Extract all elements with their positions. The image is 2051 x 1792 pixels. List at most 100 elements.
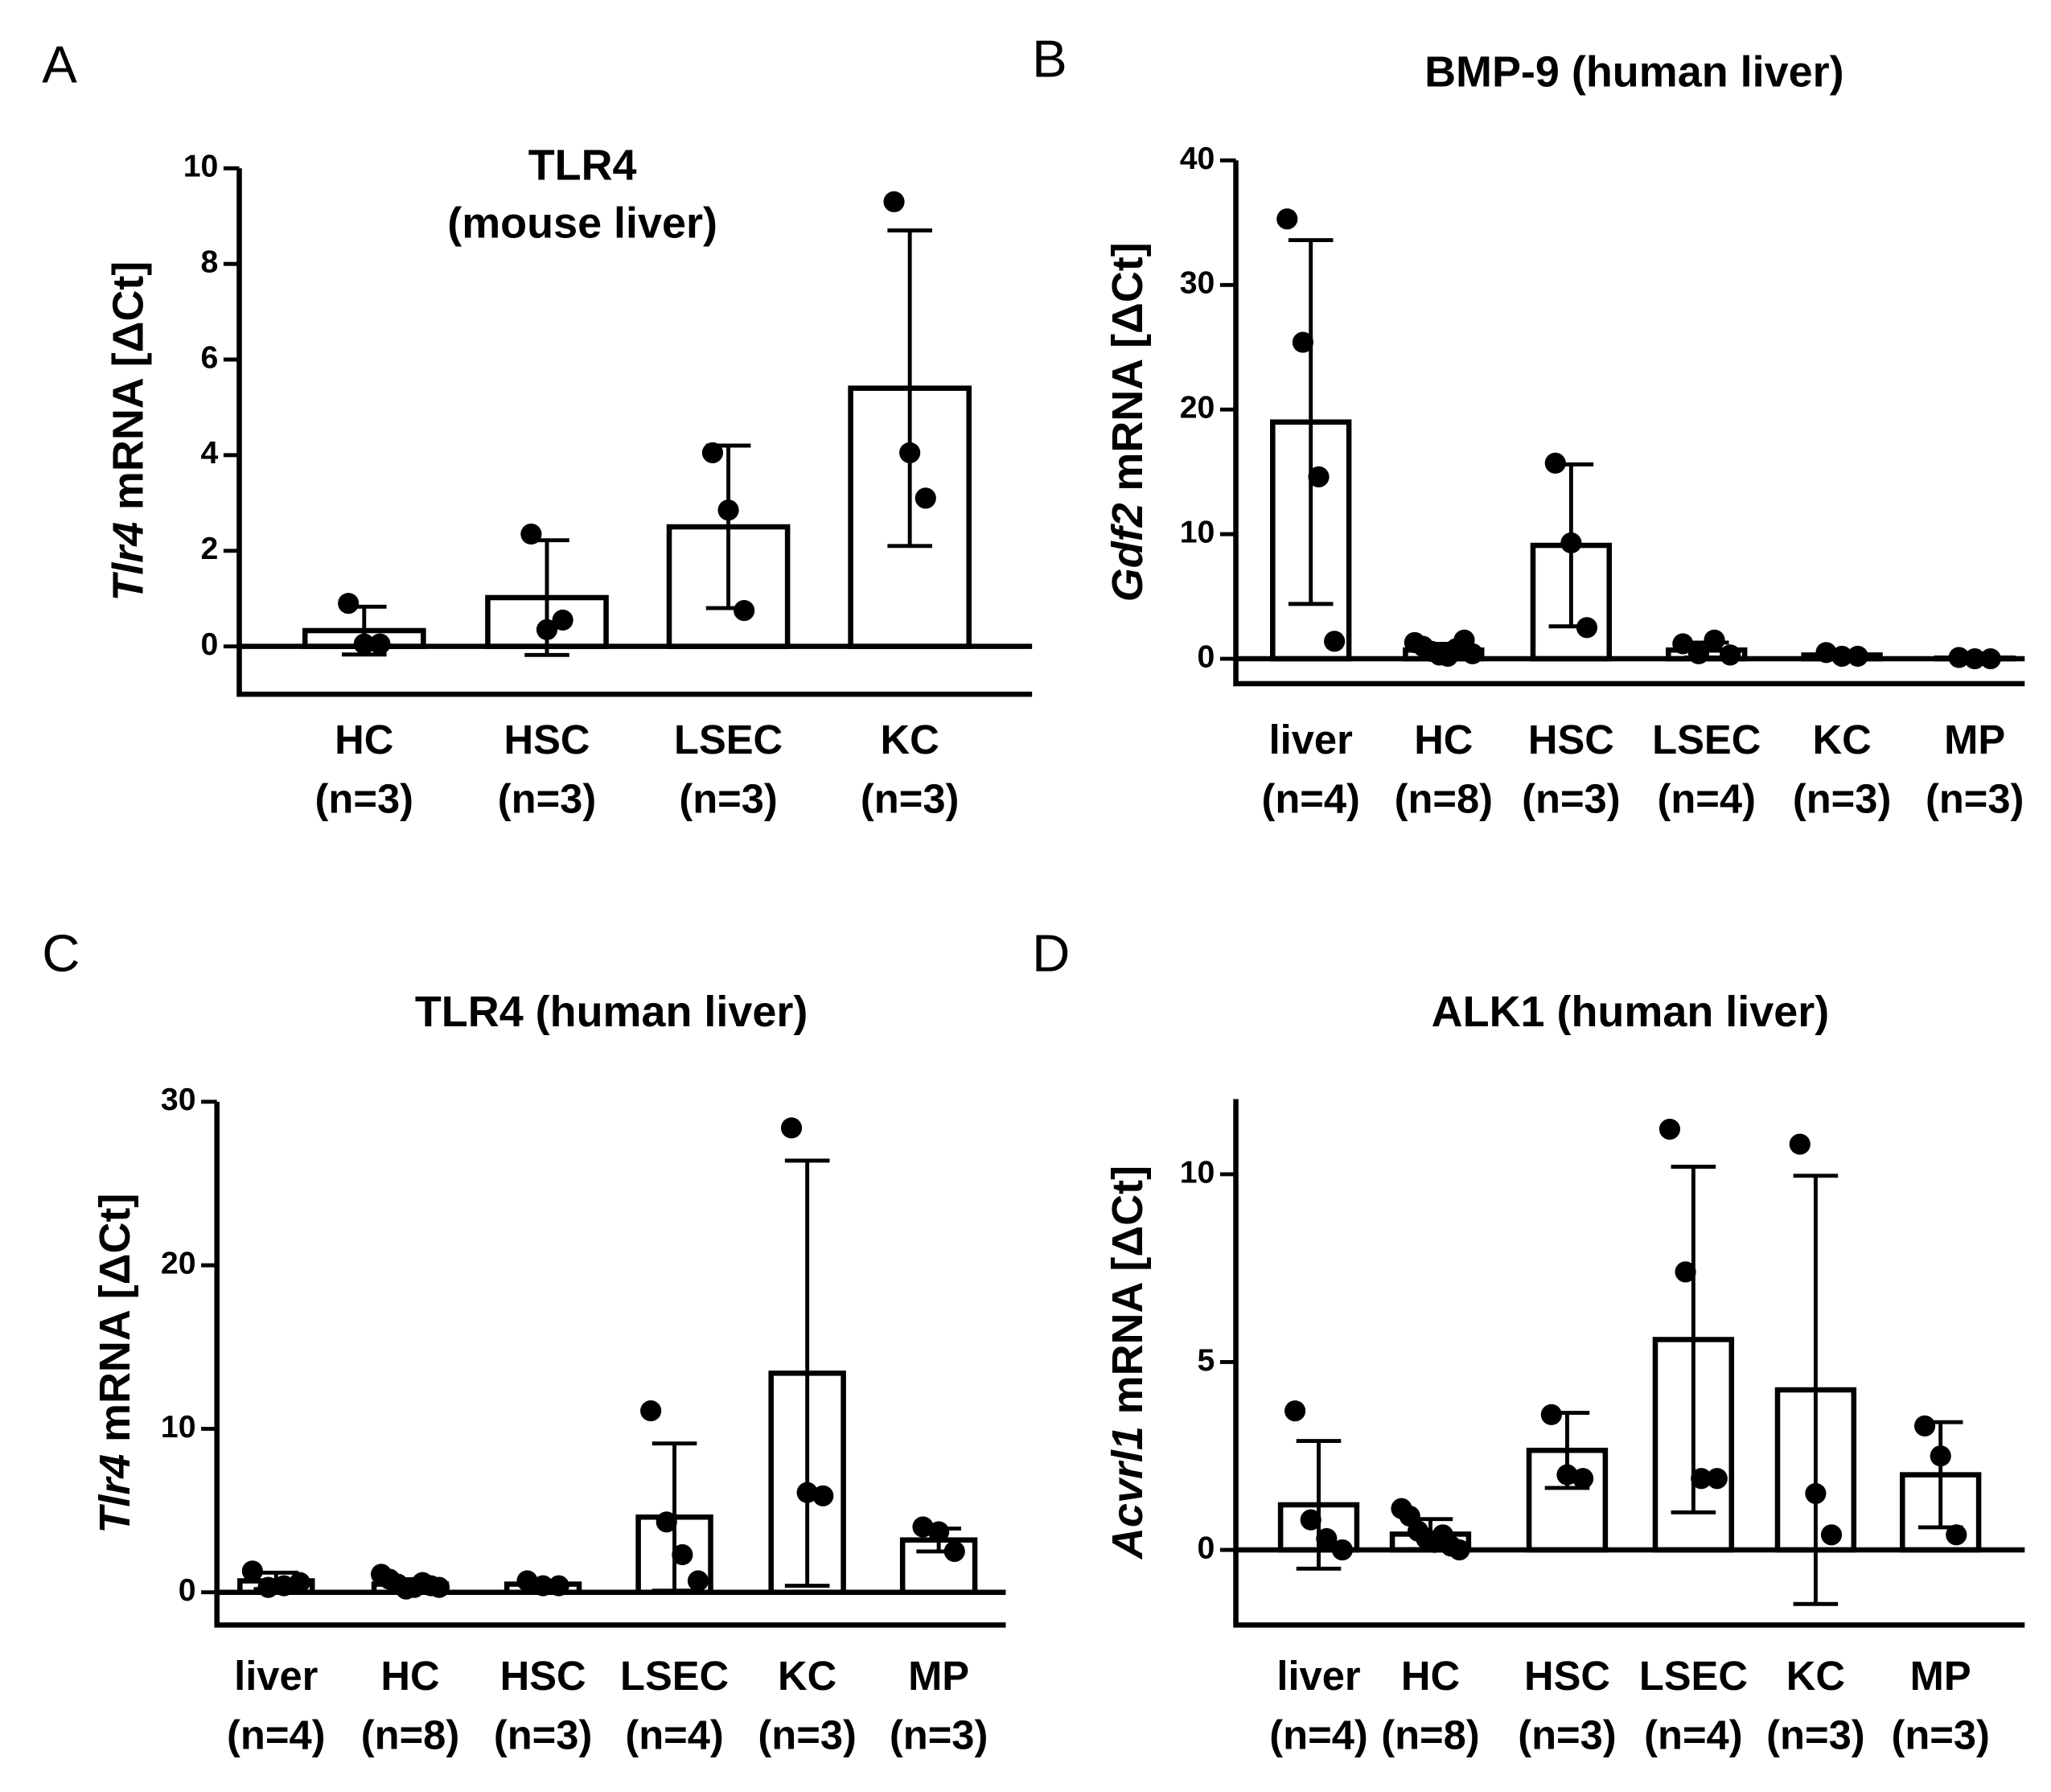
- x-tick-label: MP: [1944, 717, 2005, 762]
- axes: [1233, 1099, 2025, 1628]
- error-bar: [1793, 1173, 1839, 1606]
- x-tick-label: HSC: [1524, 1653, 1610, 1699]
- x-tick-label: KC: [778, 1653, 836, 1699]
- panel-letter: A: [42, 35, 77, 93]
- data-point: [1658, 1118, 1681, 1140]
- data-point: [672, 1543, 693, 1566]
- data-point: [338, 593, 360, 614]
- x-tick-sublabel: (n=3): [498, 776, 596, 822]
- x-tick-label: KC: [1786, 1653, 1845, 1699]
- x-tick-sublabel: (n=3): [890, 1712, 988, 1757]
- x-tick-sublabel: (n=8): [361, 1712, 459, 1757]
- x-tick-label: liver: [234, 1653, 318, 1699]
- data-point: [1704, 629, 1725, 651]
- data-point: [1675, 1261, 1696, 1283]
- x-tick-sublabel: (n=3): [679, 776, 777, 822]
- y-tick-label: 10: [1180, 1154, 1215, 1190]
- x-tick-label: HC: [1401, 1653, 1460, 1699]
- axes: [214, 1101, 1006, 1628]
- y-tick-label: 30: [1180, 265, 1215, 301]
- data-point: [928, 1521, 950, 1543]
- axes: [236, 168, 1033, 697]
- data-point: [1930, 1445, 1951, 1467]
- data-point: [687, 1570, 709, 1592]
- x-tick-label: LSEC: [1652, 717, 1761, 762]
- y-tick-label: 2: [201, 531, 219, 566]
- y-tick-label: 0: [201, 627, 219, 662]
- y-tick-label: 20: [161, 1245, 196, 1280]
- x-tick-sublabel: (n=3): [494, 1712, 592, 1757]
- data-point: [1720, 644, 1741, 666]
- data-point: [289, 1572, 310, 1593]
- y-axis-label: Acvrl1 mRNA [ΔCt]: [1104, 1165, 1152, 1560]
- y-tick-label: 0: [1198, 1530, 1215, 1565]
- y-tick-label: 20: [1180, 390, 1215, 425]
- x-tick-label: LSEC: [1639, 1653, 1748, 1699]
- x-tick-sublabel: (n=4): [1261, 776, 1359, 822]
- y-tick-label: 10: [161, 1409, 196, 1445]
- data-point: [915, 487, 936, 509]
- data-point: [1576, 617, 1598, 639]
- x-tick-sublabel: (n=3): [1522, 776, 1620, 822]
- y-axis-label: Tlr4 mRNA [ΔCt]: [91, 1194, 139, 1534]
- y-axis-label-gene: Gdf2: [1104, 503, 1152, 602]
- x-tick-sublabel: (n=4): [1644, 1712, 1742, 1757]
- error-bar: [887, 228, 932, 549]
- panel-letter: D: [1032, 923, 1070, 982]
- data-point: [536, 619, 558, 640]
- panel-letter: B: [1032, 30, 1067, 88]
- y-axis-label-gene: Tlr4: [105, 522, 153, 602]
- y-tick-label: 10: [183, 149, 219, 184]
- y-tick-label: 0: [1198, 639, 1215, 674]
- data-point: [1820, 1524, 1843, 1546]
- data-point: [1572, 1468, 1594, 1490]
- data-point: [1805, 1482, 1827, 1505]
- x-tick-label: KC: [1813, 717, 1872, 762]
- chart-title: BMP-9 (human liver): [1424, 47, 1843, 96]
- error-bar: [1288, 238, 1334, 606]
- y-axis-label-gene: Tlr4: [91, 1454, 139, 1534]
- y-tick-label: 0: [179, 1572, 196, 1608]
- y-tick-label: 40: [1180, 141, 1215, 176]
- y-axis-label-text: mRNA [ΔCt]: [1104, 242, 1152, 491]
- data-point: [640, 1399, 662, 1422]
- data-point: [1946, 1524, 1967, 1546]
- data-point: [780, 1117, 803, 1139]
- panel-letter: C: [42, 923, 80, 982]
- data-point: [516, 1570, 538, 1592]
- error-bar: [784, 1158, 830, 1589]
- axes: [1233, 160, 2025, 687]
- y-axis-label-text: mRNA [ΔCt]: [105, 261, 153, 510]
- data-point: [1284, 1400, 1306, 1422]
- x-tick-label: MP: [908, 1653, 969, 1699]
- x-tick-sublabel: (n=3): [1518, 1712, 1616, 1757]
- x-tick-sublabel: (n=3): [1793, 776, 1891, 822]
- x-tick-label: HSC: [500, 1653, 586, 1699]
- data-point: [1914, 1415, 1936, 1436]
- x-tick-label: LSEC: [674, 717, 783, 762]
- data-point: [1324, 631, 1346, 652]
- data-point: [1672, 633, 1694, 655]
- x-tick-label: HC: [335, 717, 393, 762]
- x-tick-label: liver: [1276, 1653, 1360, 1699]
- y-axis-label-text: mRNA [ΔCt]: [91, 1194, 139, 1442]
- y-axis-label-text: mRNA [ΔCt]: [1104, 1165, 1152, 1414]
- data-point: [717, 499, 739, 521]
- data-point: [1706, 1468, 1728, 1490]
- x-tick-sublabel: (n=3): [1766, 1712, 1864, 1757]
- y-axis-label-gene: Acvrl1: [1104, 1426, 1152, 1560]
- y-tick-label: 4: [201, 435, 219, 471]
- error-bar: [1671, 1165, 1716, 1515]
- x-tick-sublabel: (n=4): [1658, 776, 1756, 822]
- y-tick-label: 30: [161, 1082, 196, 1117]
- data-point: [1308, 466, 1330, 487]
- x-tick-sublabel: (n=3): [315, 776, 413, 822]
- data-point: [734, 599, 755, 622]
- chart-title: TLR4: [528, 141, 637, 189]
- panel: D ALK1 (human liver) Acvrl1 mRNA [ΔCt] 0 5 10 l…: [1032, 923, 2025, 1757]
- x-tick-label: HSC: [504, 717, 590, 762]
- y-tick-label: 10: [1180, 514, 1215, 549]
- data-point: [912, 1516, 934, 1538]
- x-tick-sublabel: (n=4): [227, 1712, 325, 1757]
- data-point: [1276, 208, 1298, 230]
